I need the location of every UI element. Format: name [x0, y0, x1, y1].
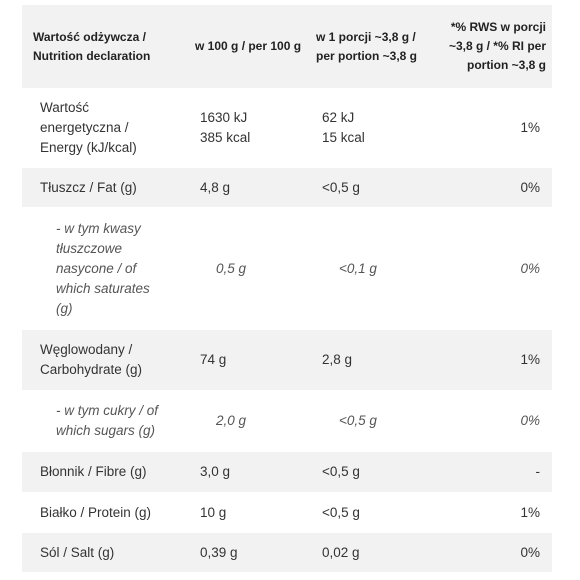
table-cell: 74 g — [200, 352, 227, 367]
table-cell: Tłuszcz / Fat (g) — [40, 179, 137, 195]
cell-line: - w tym kwasy — [56, 220, 141, 236]
table-row: Tłuszcz / Fat (g) 4,8 g <0,5 g 0% — [22, 168, 552, 207]
table-row: - w tym kwasy tłuszczowe nasycone / of whic… — [22, 207, 552, 330]
cell-line: 62 kJ — [322, 110, 355, 125]
table-row: Białko / Protein (g) 10 g <0,5 g 1% — [22, 492, 552, 533]
header-cell: w 100 g / per 100 g — [195, 39, 302, 53]
table-cell: Sól / Salt (g) — [40, 544, 115, 560]
table-cell: <0,5 g — [322, 464, 360, 479]
cell-line: Wartość — [40, 100, 90, 115]
table-cell: Węglowodany / Carbohydrate (g) — [22, 330, 183, 390]
cell-line: which saturates — [56, 280, 150, 296]
table-row: Błonnik / Fibre (g) 3,0 g <0,5 g - — [22, 452, 552, 492]
cell-line: which sugars (g) — [56, 423, 156, 438]
table-cell: 10 g — [200, 504, 227, 520]
table-cell: 62 kJ 15 kcal — [305, 88, 432, 168]
header-cell: w 1 porcji ~3,8 g / per portion ~3,8 g — [316, 29, 418, 63]
table-cell: 1% — [520, 352, 540, 367]
cell-line: Carbohydrate (g) — [40, 362, 143, 377]
header-row: Wartość odżywcza / Nutrition declaration… — [22, 5, 552, 88]
table-cell: 0% — [520, 413, 540, 428]
table-row: Sól / Salt (g) 0,39 g 0,02 g 0% — [22, 533, 552, 572]
cell-line: Węglowodany / — [40, 342, 133, 357]
cell-line: tłuszczowe — [56, 240, 123, 256]
table-cell: 4,8 g — [200, 179, 231, 195]
table-row: - w tym cukry / of which sugars (g) 2,0 g <… — [22, 390, 552, 452]
cell-line: nasycone / of — [56, 260, 137, 276]
table-cell: 0% — [520, 544, 540, 560]
table-cell: 3,0 g — [200, 464, 231, 479]
header-cell: *% RWS w porcji ~3,8 g / *% RI per porti… — [448, 20, 546, 72]
table-cell: 1% — [520, 120, 540, 135]
table-cell: 2,0 g — [216, 413, 247, 428]
table-cell: - w tym kwasy tłuszczowe nasycone / of whic… — [22, 207, 183, 330]
table-cell: 0,39 g — [200, 544, 238, 560]
cell-line: Energy (kJ/kcal) — [40, 140, 137, 155]
table-cell: 0,5 g — [216, 260, 247, 276]
table-row: Wartość energetyczna / Energy (kJ/kcal) 163… — [22, 88, 552, 168]
table-cell: 0% — [520, 179, 540, 195]
table-cell: <0,5 g — [322, 179, 360, 195]
table-cell: Błonnik / Fibre (g) — [40, 464, 147, 479]
cell-line: - w tym cukry / of — [56, 403, 159, 418]
table-cell: <0,5 g — [339, 413, 377, 428]
cell-line: energetyczna / — [40, 120, 129, 135]
table-cell: 1630 kJ 385 kcal — [183, 88, 305, 168]
table-cell: <0,5 g — [322, 504, 360, 520]
table-cell: - — [535, 464, 541, 479]
table-cell: Białko / Protein (g) — [40, 504, 152, 520]
cell-line: 385 kcal — [200, 130, 251, 145]
cell-line: 15 kcal — [322, 130, 365, 145]
table-cell: - w tym cukry / of which sugars (g) — [22, 390, 183, 452]
header-cell: Wartość odżywcza / Nutrition declaration — [33, 29, 151, 63]
table-row: Węglowodany / Carbohydrate (g) 74 g 2,8 g 1% — [22, 330, 552, 390]
table-cell: 0% — [520, 260, 540, 276]
cell-line: 1630 kJ — [200, 110, 248, 125]
cell-line: (g) — [56, 300, 73, 316]
table-cell: 1% — [520, 504, 540, 520]
table-cell: <0,1 g — [339, 260, 377, 276]
table-cell: 2,8 g — [322, 352, 353, 367]
table-cell: 0,02 g — [322, 544, 360, 560]
table-body: Wartość odżywcza / Nutrition declaration… — [22, 5, 552, 572]
table-cell: Wartość energetyczna / Energy (kJ/kcal) — [22, 88, 183, 168]
nutrition-table: Wartość odżywcza / Nutrition declaration… — [22, 5, 552, 572]
